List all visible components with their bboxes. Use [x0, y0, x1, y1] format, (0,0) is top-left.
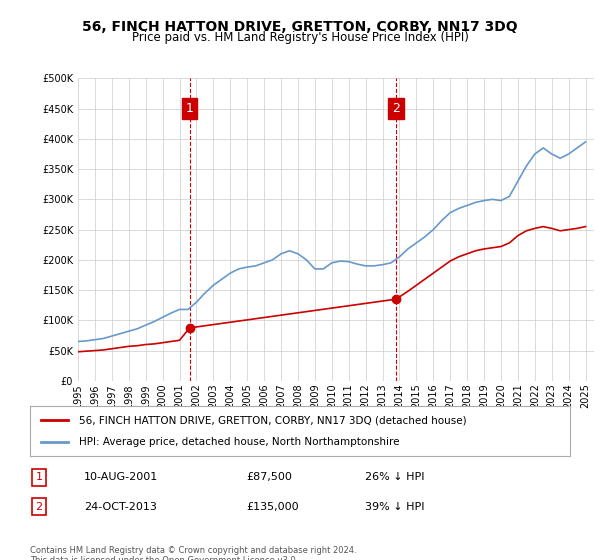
- Text: 56, FINCH HATTON DRIVE, GRETTON, CORBY, NN17 3DQ (detached house): 56, FINCH HATTON DRIVE, GRETTON, CORBY, …: [79, 415, 466, 425]
- Text: 1: 1: [35, 473, 43, 482]
- Text: £135,000: £135,000: [246, 502, 299, 511]
- Text: 24-OCT-2013: 24-OCT-2013: [84, 502, 157, 511]
- Text: 1: 1: [186, 102, 194, 115]
- Text: £87,500: £87,500: [246, 473, 292, 482]
- Text: 10-AUG-2001: 10-AUG-2001: [84, 473, 158, 482]
- Text: Price paid vs. HM Land Registry's House Price Index (HPI): Price paid vs. HM Land Registry's House …: [131, 31, 469, 44]
- Text: 2: 2: [35, 502, 43, 511]
- Text: 26% ↓ HPI: 26% ↓ HPI: [365, 473, 424, 482]
- Text: 39% ↓ HPI: 39% ↓ HPI: [365, 502, 424, 511]
- Text: Contains HM Land Registry data © Crown copyright and database right 2024.
This d: Contains HM Land Registry data © Crown c…: [30, 546, 356, 560]
- Text: 56, FINCH HATTON DRIVE, GRETTON, CORBY, NN17 3DQ: 56, FINCH HATTON DRIVE, GRETTON, CORBY, …: [82, 20, 518, 34]
- Text: 2: 2: [392, 102, 400, 115]
- Text: HPI: Average price, detached house, North Northamptonshire: HPI: Average price, detached house, Nort…: [79, 437, 399, 447]
